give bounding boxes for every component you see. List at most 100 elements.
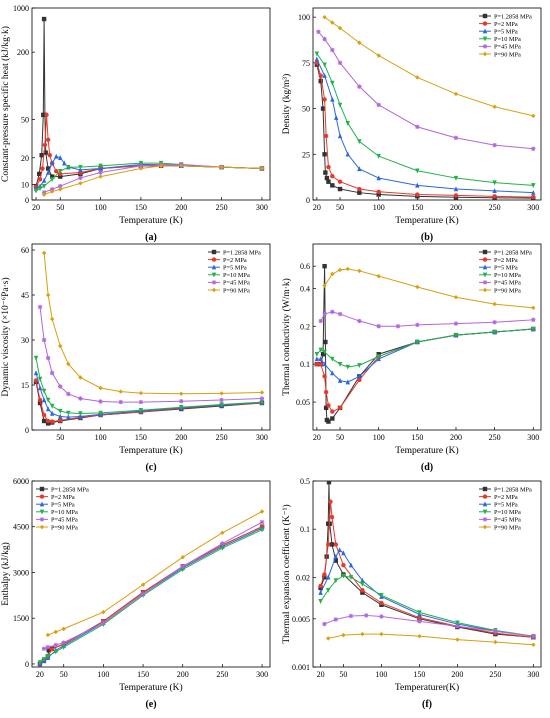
data-point bbox=[54, 153, 59, 159]
legend-label: P=5 MPa bbox=[494, 29, 518, 36]
x-tick-label: 200 bbox=[450, 203, 462, 212]
data-point bbox=[62, 160, 67, 166]
y-tick-label: 0.02 bbox=[296, 573, 310, 582]
series-line bbox=[316, 58, 534, 194]
series-line bbox=[35, 19, 262, 187]
data-point bbox=[345, 379, 350, 385]
data-point bbox=[360, 581, 365, 587]
data-point bbox=[417, 619, 422, 624]
x-tick-label: 100 bbox=[375, 670, 387, 679]
data-point bbox=[531, 305, 536, 311]
data-point bbox=[318, 599, 323, 604]
y-tick-label: 1000 bbox=[13, 4, 29, 13]
data-point bbox=[41, 190, 47, 195]
panel-caption: (d) bbox=[421, 462, 433, 473]
data-point bbox=[417, 610, 422, 616]
data-point bbox=[395, 324, 401, 329]
legend-label: P=2 MPa bbox=[494, 494, 518, 501]
data-point bbox=[337, 186, 343, 192]
legend-marker bbox=[39, 517, 45, 522]
x-tick-label: 50 bbox=[56, 433, 64, 442]
legend-label: P=10 MPa bbox=[494, 272, 521, 279]
data-point bbox=[357, 84, 362, 89]
y-axis-label: Dynamic viscosity (×10⁻⁶Pa·s) bbox=[0, 277, 11, 396]
data-point bbox=[357, 190, 362, 195]
legend-marker bbox=[482, 272, 488, 278]
series-line bbox=[328, 633, 534, 646]
legend-marker bbox=[482, 517, 488, 522]
x-tick-label: 50 bbox=[56, 203, 64, 212]
data-point bbox=[44, 112, 49, 118]
x-tick-label: 50 bbox=[336, 433, 344, 442]
legend-label: P=45 MPa bbox=[494, 517, 521, 524]
data-point bbox=[220, 541, 225, 546]
data-point bbox=[49, 187, 55, 192]
series-line bbox=[320, 311, 534, 327]
legend-marker bbox=[211, 287, 217, 293]
x-tick-label: 50 bbox=[60, 670, 68, 679]
data-point bbox=[219, 391, 224, 396]
legend-label: P=2 MPa bbox=[51, 494, 75, 501]
data-point bbox=[376, 175, 381, 181]
data-point bbox=[531, 189, 536, 195]
series-line bbox=[320, 549, 534, 637]
legend-marker bbox=[39, 509, 45, 515]
data-point bbox=[492, 329, 497, 335]
legend-marker bbox=[482, 257, 488, 262]
data-point bbox=[37, 171, 42, 177]
x-axis-label: Temperature (K) bbox=[119, 215, 182, 226]
x-tick-label: 200 bbox=[450, 433, 462, 442]
data-point bbox=[328, 499, 333, 504]
data-point bbox=[318, 78, 323, 84]
legend-marker bbox=[482, 21, 488, 26]
data-point bbox=[98, 385, 103, 391]
data-point bbox=[49, 647, 55, 652]
data-point bbox=[58, 169, 63, 174]
legend-label: P=45 MPa bbox=[494, 280, 521, 287]
panel-f: 20 50 100 150 200 250 300 0.001 0.005 0.02 0.1 0.5 T… bbox=[281, 477, 542, 710]
data-point bbox=[341, 632, 346, 638]
x-tick-label: 20 bbox=[317, 670, 325, 679]
data-point bbox=[45, 406, 51, 412]
data-point bbox=[58, 413, 63, 419]
data-point bbox=[49, 316, 55, 322]
x-axis-label: Temperature (K) bbox=[395, 445, 458, 456]
x-tick-label: 20 bbox=[313, 203, 321, 212]
data-point bbox=[41, 177, 47, 183]
data-point bbox=[322, 374, 327, 379]
data-point bbox=[330, 20, 335, 25]
x-tick-label: 250 bbox=[489, 203, 501, 212]
data-point bbox=[41, 250, 47, 256]
data-point bbox=[345, 151, 350, 157]
data-point bbox=[41, 657, 47, 663]
legend-label: P=10 MPa bbox=[494, 36, 521, 43]
data-point bbox=[138, 399, 144, 405]
panel-a: 20 50 100 150 200 250 300 0 10 20 50 200 1000 Tempera… bbox=[0, 4, 271, 243]
legend-label: P=5 MPa bbox=[494, 502, 518, 509]
data-point bbox=[345, 364, 350, 370]
legend-label: P=90 MPa bbox=[494, 51, 521, 58]
data-point bbox=[337, 377, 343, 383]
data-point bbox=[66, 410, 71, 416]
data-point bbox=[337, 267, 343, 273]
data-point bbox=[330, 416, 335, 421]
y-tick-label: 50 bbox=[302, 105, 310, 114]
data-point bbox=[337, 311, 343, 317]
data-point bbox=[531, 642, 536, 647]
x-tick-label: 150 bbox=[135, 203, 147, 212]
data-point bbox=[49, 410, 55, 416]
y-tick-label: 0.5 bbox=[300, 477, 310, 486]
data-point bbox=[54, 169, 59, 174]
legend-label: P=90 MPa bbox=[223, 287, 250, 294]
y-tick-label: 45 bbox=[21, 291, 29, 300]
data-point bbox=[45, 418, 51, 424]
data-point bbox=[98, 410, 103, 416]
data-point bbox=[455, 620, 460, 626]
data-point bbox=[259, 519, 265, 525]
data-point bbox=[324, 175, 330, 181]
data-point bbox=[492, 142, 497, 148]
x-tick-label: 100 bbox=[97, 670, 109, 679]
